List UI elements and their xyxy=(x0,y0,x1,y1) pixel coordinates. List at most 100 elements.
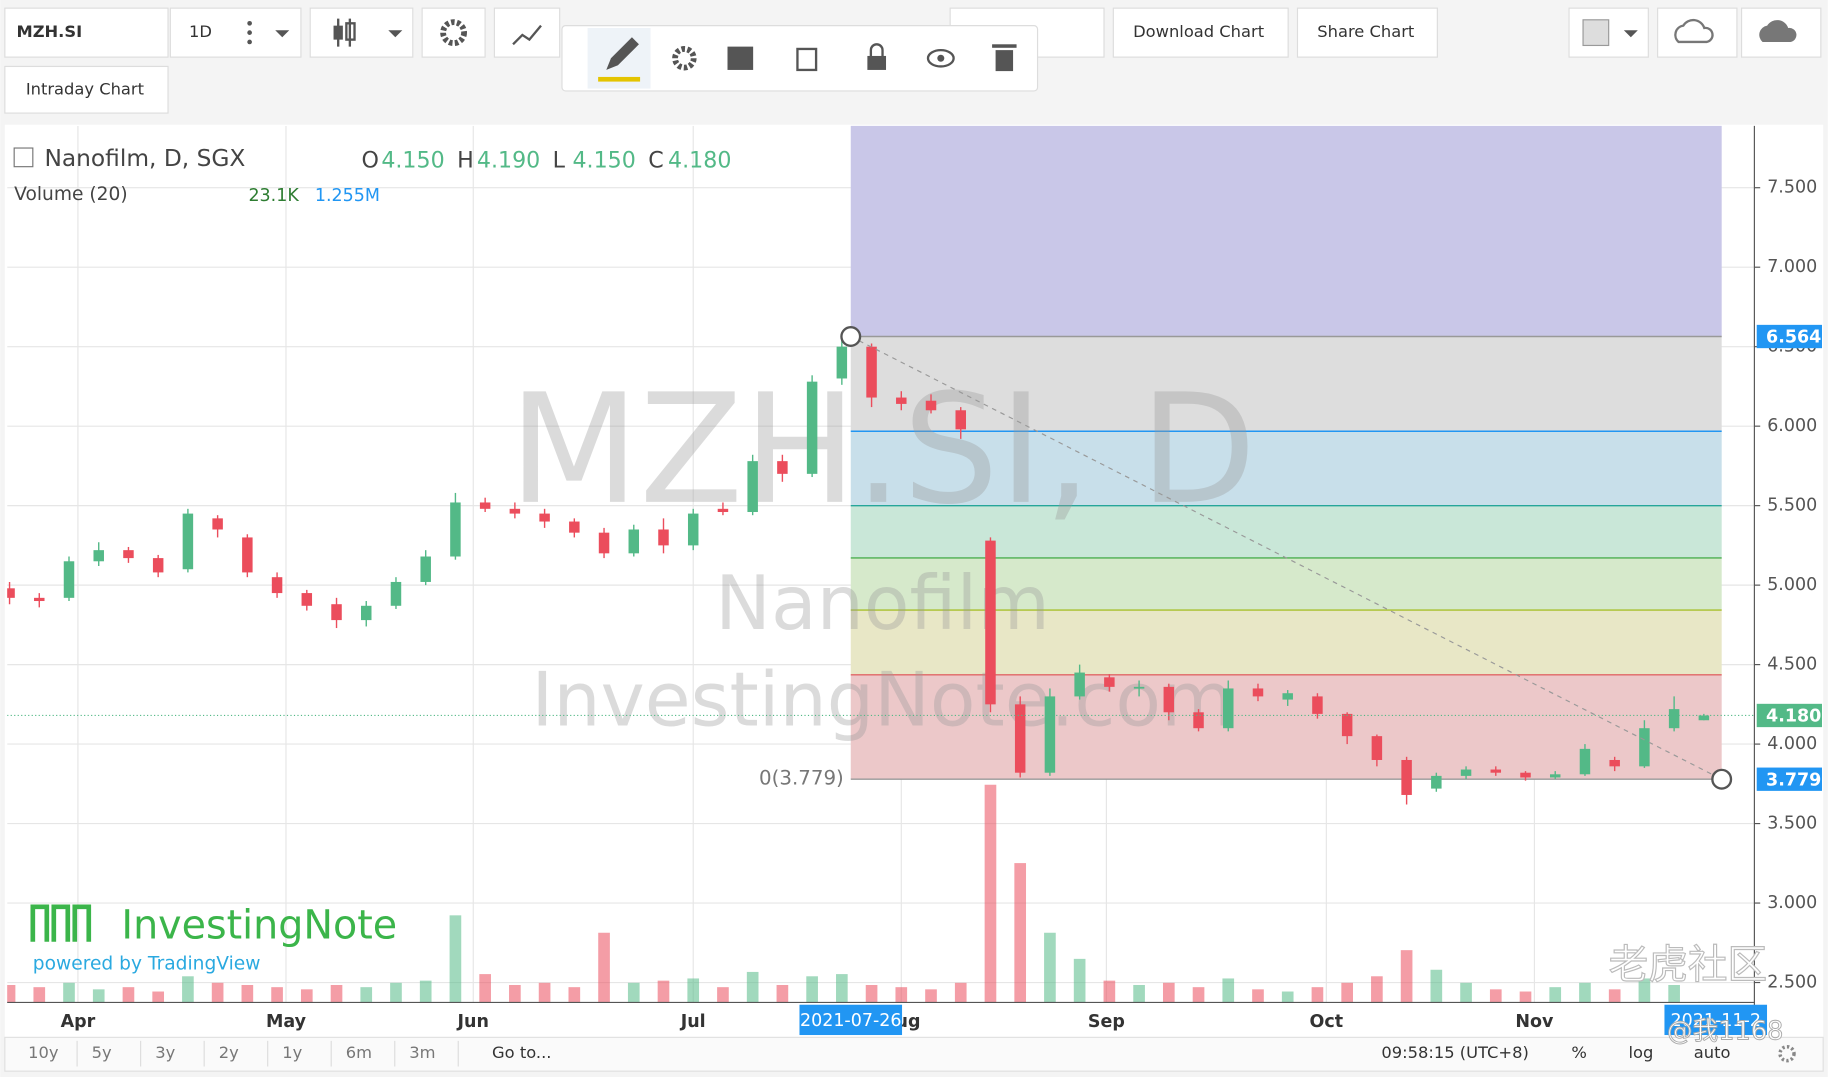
range-button[interactable]: 3y xyxy=(155,1043,175,1062)
x-tick-label: May xyxy=(266,1012,307,1032)
volume-bar xyxy=(1133,984,1145,1003)
volume-bar xyxy=(1341,982,1353,1003)
volume-bar xyxy=(836,974,848,1003)
volume-bar xyxy=(92,989,105,1003)
drawing-settings[interactable] xyxy=(672,46,697,71)
volume-bar xyxy=(746,971,759,1003)
log-toggle[interactable]: log xyxy=(1629,1043,1654,1062)
indicators-button[interactable] xyxy=(493,7,561,58)
volume-bar xyxy=(776,984,789,1003)
volume-value: 23.1K xyxy=(248,186,299,206)
drawing-toolbar xyxy=(561,25,1039,92)
y-tick-label: 5.000 xyxy=(1767,575,1817,595)
auto-toggle[interactable]: auto xyxy=(1694,1043,1731,1062)
volume-bar xyxy=(1519,991,1532,1003)
volume-bar xyxy=(627,982,640,1003)
volume-bar xyxy=(1489,989,1502,1003)
symbol-box[interactable] xyxy=(4,7,169,58)
settings-button[interactable] xyxy=(421,7,486,58)
volume-bar xyxy=(330,984,343,1003)
volume-bar xyxy=(390,982,402,1003)
collapse-button[interactable] xyxy=(13,147,34,168)
share-chart: Share Chart xyxy=(1317,22,1414,41)
fib-band xyxy=(850,125,1722,337)
y-tick-label: 7.000 xyxy=(1767,257,1817,277)
percent-toggle[interactable]: % xyxy=(1571,1043,1587,1062)
volume-bar xyxy=(419,980,432,1003)
volume-bar xyxy=(241,984,254,1003)
community-watermark: 老虎社区 xyxy=(1609,942,1767,988)
intraday-button[interactable] xyxy=(4,65,169,114)
ohlc-key: C xyxy=(648,147,663,173)
range-button[interactable]: 2y xyxy=(219,1043,239,1062)
bottom-bar xyxy=(4,1036,1824,1072)
price-marker xyxy=(1756,324,1822,349)
footer: Go to... 09:58:15 (UTC+8) % log auto 10y… xyxy=(28,1040,1796,1067)
visibility-button[interactable] xyxy=(926,48,955,68)
candle-body xyxy=(93,550,104,562)
volume-bar xyxy=(33,987,46,1003)
delete-button[interactable] xyxy=(995,50,1014,72)
volume-bar xyxy=(865,984,878,1003)
volume-bar xyxy=(1252,989,1264,1003)
clone-button[interactable] xyxy=(796,47,818,72)
volume-bar xyxy=(300,989,313,1003)
candle-body xyxy=(182,513,194,570)
go-to[interactable]: Go to... xyxy=(492,1043,551,1062)
candle-body xyxy=(509,508,521,514)
range-button[interactable]: 1y xyxy=(282,1043,302,1062)
candle-body xyxy=(1549,774,1561,778)
candle-body xyxy=(539,513,550,522)
volume-bar xyxy=(122,987,135,1003)
volume-bar xyxy=(449,915,462,1003)
share-button[interactable] xyxy=(1296,7,1438,58)
candle-body xyxy=(777,461,788,474)
x-tick-label: Oct xyxy=(1310,1012,1344,1032)
candle-body xyxy=(420,556,431,582)
y-tick-label: 2.500 xyxy=(1767,973,1817,993)
candle-body xyxy=(628,529,640,554)
anchor-handle[interactable] xyxy=(840,326,862,347)
price-marker xyxy=(1756,703,1822,728)
volume-bar xyxy=(479,974,491,1003)
candle-body xyxy=(1044,696,1056,773)
y-tick-label: 4.000 xyxy=(1767,734,1817,754)
candle-body xyxy=(7,588,15,598)
candle-body xyxy=(479,502,491,509)
load-button[interactable] xyxy=(1657,7,1738,58)
ohlc-key: L xyxy=(553,147,566,173)
fib-band xyxy=(850,505,1722,558)
range-button[interactable]: 10y xyxy=(28,1043,59,1062)
volume-bar xyxy=(1311,987,1324,1003)
candle-body xyxy=(242,537,253,573)
volume-bar xyxy=(1638,978,1651,1003)
watermark: MZH.SI, D xyxy=(509,361,1257,538)
fib-band xyxy=(850,336,1722,432)
candle-body xyxy=(687,513,699,546)
download-button[interactable] xyxy=(1112,7,1289,58)
x-tick-label: Sep xyxy=(1088,1012,1125,1032)
plot: MZH.SI, D Nanofilm InvestingNote.com 0(3.77… xyxy=(7,125,1822,1038)
candle-body xyxy=(955,410,966,430)
volume-bar xyxy=(1281,991,1294,1003)
candle-body xyxy=(271,577,283,594)
anchor-handle[interactable] xyxy=(1711,768,1733,790)
lock-button[interactable] xyxy=(867,55,887,70)
candle-body xyxy=(123,550,134,559)
range-button[interactable]: 6m xyxy=(346,1043,372,1062)
volume-bar xyxy=(7,984,16,1003)
volume-bar xyxy=(1668,984,1680,1003)
candle-body xyxy=(1312,696,1323,714)
range-button[interactable]: 3m xyxy=(409,1043,435,1062)
candle-body xyxy=(1639,728,1650,767)
candle-body xyxy=(1698,715,1710,721)
candle-body xyxy=(1490,769,1502,773)
date-marker-label: 2021-07-26 xyxy=(800,1011,902,1031)
fill-button[interactable] xyxy=(727,46,754,70)
candle-body xyxy=(301,593,313,606)
candle-body xyxy=(1371,736,1383,760)
range-button[interactable]: 5y xyxy=(92,1043,112,1062)
volume-bar xyxy=(717,987,729,1003)
